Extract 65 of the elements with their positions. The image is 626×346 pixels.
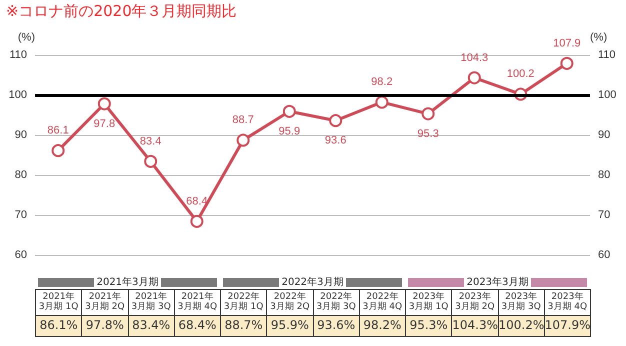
x-tick-label: 2022年 3月期 2Q [266,289,314,316]
data-label: 98.2 [371,76,393,88]
point [190,214,204,228]
y-tick-label: 100 [8,89,27,101]
data-label: 86.1 [47,124,69,137]
text: 2023年3月期 [464,277,532,288]
text: 95.3% [405,315,452,337]
point [468,71,481,84]
text: 83.4% [128,315,175,337]
y2-tick-label: 80 [598,169,610,181]
x-tick-label: 2022年 3月期 4Q [358,289,406,316]
point [329,114,342,128]
data-label: 104.3 [460,52,488,64]
data-label: 88.7 [232,114,254,126]
point [98,97,111,110]
text: 93.6% [312,315,360,337]
y-tick-label: 70 [14,209,27,221]
x-tick-label: 2021年 3月期 4Q [174,289,221,316]
data-label: 100.2 [506,68,534,80]
text: 86.1% [35,315,82,337]
x-tick-label: 2023年 3月期 2Q [451,289,498,316]
y-tick-label: 80 [14,169,27,181]
data-label: 95.3 [417,128,439,140]
x-tick-label: 2023年 3月期 1Q [405,289,452,316]
point [422,107,435,120]
point [560,56,574,70]
data-label: 93.6 [324,134,346,147]
text: 68.4% [174,315,221,337]
text: 107.9% [544,315,591,337]
y2-tick-label: 110 [598,49,616,61]
y2-tick-label: 90 [598,129,610,141]
text: 98.2% [358,315,406,337]
text: 104.3% [451,315,498,337]
y2-tick-label: 70 [598,209,610,221]
x-tick-label: 2021年 3月期 1Q [35,289,82,316]
point [282,104,296,118]
data-label: 97.8 [94,118,116,130]
x-tick-label: 2021年 3月期 2Q [81,289,128,316]
text: 95.9% [266,315,314,337]
y2-tick-label: 60 [598,249,610,261]
data-label: 68.4 [186,195,208,208]
text: 2021年3月期 [94,277,162,288]
text: 100.2% [498,315,545,337]
x-tick-label: 2023年 3月期 4Q [544,289,591,316]
x-tick-label: 2023年 3月期 3Q [498,289,545,316]
text: 97.8% [81,315,128,337]
point [236,134,250,147]
y2-tick-label: 100 [598,89,616,101]
text: 88.7% [220,315,268,337]
y-tick-label: 90 [14,129,27,141]
x-tick-label: 2022年 3月期 3Q [312,289,360,316]
data-label: 95.9 [278,125,300,138]
point [52,144,65,158]
y2-axis-title: (%) [590,32,608,44]
text: 2022年3月期 [278,277,346,288]
x-tick-label: 2021年 3月期 3Q [128,289,175,316]
data-label: 107.9 [553,37,581,50]
y-axis-title: (%) [18,32,35,44]
chart-title: ※コロナ前の2020年３月期同期比 [6,2,237,21]
point [144,154,158,168]
data-label: 83.4 [140,135,162,148]
y-tick-label: 110 [9,49,27,61]
x-tick-label: 2022年 3月期 1Q [220,289,268,316]
point [375,96,388,109]
y-tick-label: 60 [14,249,27,261]
